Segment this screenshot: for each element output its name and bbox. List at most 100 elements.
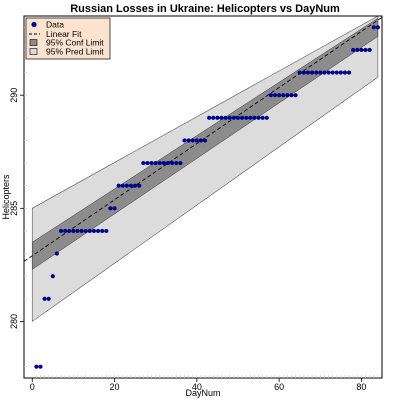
linear-fit-line (23, 16, 383, 262)
data-point (202, 138, 208, 143)
data-point (63, 228, 68, 234)
data-point (87, 228, 92, 234)
legend-label-fit: Linear Fit (46, 29, 82, 39)
legend-label-pred: 95% Pred Limit (46, 47, 104, 57)
data-point (314, 70, 319, 75)
data-point (297, 70, 302, 75)
data-point (182, 138, 187, 143)
data-point (194, 138, 199, 143)
data-point (318, 70, 323, 75)
confidence-band (31, 17, 379, 270)
legend-box (25, 17, 111, 60)
data-point (50, 274, 55, 279)
data-point (211, 115, 216, 120)
data-point (67, 228, 72, 234)
data-point (174, 160, 179, 166)
data-point (137, 183, 142, 188)
data-point (355, 47, 360, 53)
data-point (79, 228, 84, 234)
data-points (34, 25, 380, 369)
data-point (215, 115, 220, 120)
data-point (145, 160, 150, 166)
data-point (330, 70, 335, 75)
data-point (120, 183, 125, 188)
data-point (207, 115, 212, 120)
y-axis-label: Helicopters (1, 174, 11, 220)
data-point (223, 115, 228, 120)
legend-conf-swatch (29, 39, 38, 46)
data-point (277, 93, 282, 98)
data-point (338, 70, 343, 75)
data-point (170, 160, 175, 166)
legend: Data Linear Fit 95% Conf Limit 95% Pred … (25, 17, 111, 60)
data-point (112, 206, 117, 211)
y-tick-label: 285 (9, 201, 19, 216)
data-point (322, 70, 327, 75)
data-point (71, 228, 76, 234)
data-point (54, 251, 60, 256)
data-point (165, 160, 171, 166)
legend-label-conf: 95% Conf Limit (46, 38, 104, 48)
data-point (157, 160, 162, 166)
x-tick-label: 20 (110, 382, 120, 392)
data-point (235, 115, 241, 120)
data-point (239, 115, 245, 120)
data-point (363, 47, 368, 53)
data-point (42, 296, 47, 301)
data-point (34, 364, 39, 369)
data-point (268, 93, 273, 98)
data-point (141, 160, 146, 166)
data-point (260, 115, 265, 120)
data-point (326, 70, 331, 75)
data-point (46, 296, 51, 301)
data-point (190, 138, 195, 143)
data-point (108, 206, 113, 211)
data-point (104, 228, 109, 234)
data-point (293, 93, 298, 98)
data-point (231, 115, 236, 120)
data-point (58, 228, 64, 234)
legend-label-data: Data (46, 20, 64, 30)
data-point (248, 115, 253, 120)
data-point (264, 115, 269, 120)
data-point (367, 47, 372, 53)
data-point (289, 93, 294, 98)
data-point (161, 160, 167, 166)
plot-frame (23, 15, 383, 379)
legend-data-marker (31, 21, 37, 28)
x-tick-label: 60 (274, 382, 284, 392)
data-point (244, 115, 249, 120)
legend-pred-swatch (29, 48, 38, 55)
data-point (128, 183, 134, 188)
x-tick-label: 40 (192, 382, 202, 392)
y-tick-label: 280 (9, 314, 19, 329)
data-point (309, 70, 315, 75)
x-tick-label: 80 (356, 382, 366, 392)
data-point (227, 115, 232, 120)
data-point (186, 138, 191, 143)
data-point (256, 115, 261, 120)
x-axis-label: DayNum (185, 388, 220, 398)
data-point (116, 183, 121, 188)
y-axis: 280 285 290 (9, 88, 24, 329)
data-point (342, 70, 348, 75)
data-point (219, 115, 224, 120)
data-point (252, 115, 257, 120)
data-point (153, 160, 158, 166)
data-point (305, 70, 311, 75)
data-point (281, 93, 286, 98)
data-point (334, 70, 339, 75)
data-point (178, 160, 183, 166)
chart-title: Russian Losses in Ukraine: Helicopters v… (70, 3, 340, 15)
data-point (95, 228, 101, 234)
data-point (149, 160, 154, 166)
data-point (371, 25, 376, 30)
x-axis: 0 20 40 60 80 (30, 378, 366, 392)
data-point (272, 93, 278, 98)
data-point (38, 364, 43, 369)
data-point (351, 47, 356, 53)
y-tick-label: 290 (9, 88, 19, 103)
data-point (301, 70, 306, 75)
data-point (285, 93, 290, 98)
